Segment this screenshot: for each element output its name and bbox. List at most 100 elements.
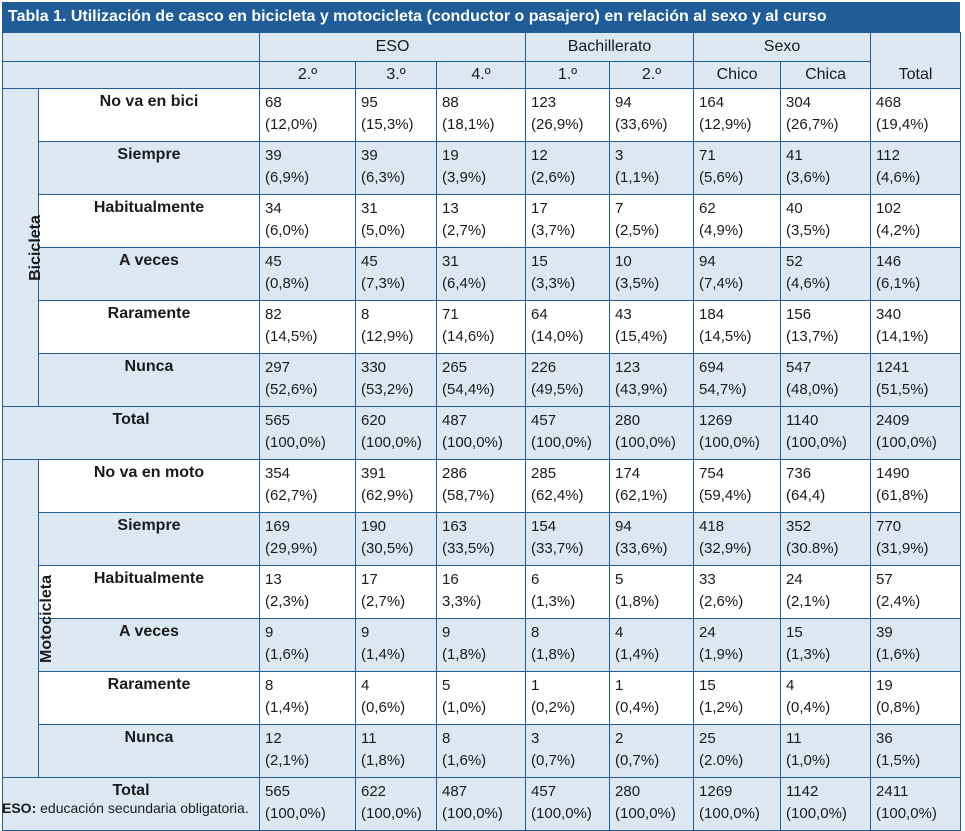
data-cell: 8 (12,9%) (355, 300, 437, 354)
cell-count: 391 (361, 465, 387, 482)
cell-percent: (64,4) (786, 487, 826, 504)
cell-count: 13 (442, 200, 459, 217)
total-cell: 340 (14,1%) (870, 300, 962, 354)
cell-percent: (100,0%) (615, 434, 676, 451)
cell-percent: 3,3%) (442, 593, 482, 610)
cell-count: 15 (531, 253, 548, 270)
footnote-text: educación secundaria obligatoria. (36, 800, 249, 816)
data-cell: 4 (0,4%) (780, 671, 872, 725)
cell-count: 226 (531, 359, 557, 376)
data-cell: 45 (0,8%) (259, 247, 356, 301)
cell-count: 17 (531, 200, 548, 217)
cell-percent: (4,6%) (876, 169, 921, 186)
cell-percent: (1,8%) (442, 646, 487, 663)
cell-count: 565 (265, 783, 291, 800)
data-cell: 13 (2,7%) (435, 194, 527, 248)
data-cell: 8 (1,6%) (435, 724, 527, 778)
cell-percent: (1,1%) (615, 169, 660, 186)
row-label: Siempre (38, 141, 260, 195)
header-col-eso-4: 4.º (435, 61, 527, 89)
data-cell: 24 (1,9%) (693, 618, 782, 672)
data-cell: 265 (54,4%) (435, 353, 527, 407)
data-cell: 1140 (100,0%) (780, 406, 872, 460)
header-col-bach-1: 1.º (525, 61, 611, 89)
data-cell: 12 (2,1%) (259, 724, 356, 778)
data-cell: 457 (100,0%) (525, 406, 611, 460)
table-row: Raramente 82 (14,5%) 8 (12,9%) 71 (14,6%) 64 (14… (3, 300, 962, 354)
header-col-eso-3: 3.º (355, 61, 437, 89)
header-sexo: Sexo (693, 32, 872, 62)
cell-percent: (1,0%) (442, 699, 487, 716)
cell-percent: (53,2%) (361, 381, 414, 398)
footnote: ESO: educación secundaria obligatoria. (2, 800, 249, 816)
data-cell: 16 3,3%) (435, 565, 527, 619)
cell-count: 40 (786, 200, 803, 217)
cell-count: 340 (876, 306, 902, 323)
data-cell: 34 (6,0%) (259, 194, 356, 248)
cell-percent: (14,0%) (531, 328, 584, 345)
header-col-eso-2: 2.º (259, 61, 356, 89)
row-label: Nunca (38, 724, 260, 778)
cell-percent: (62,7%) (265, 487, 318, 504)
cell-percent: (15,4%) (615, 328, 668, 345)
cell-percent: (5,6%) (699, 169, 744, 186)
data-cell: 43 (15,4%) (609, 300, 695, 354)
cell-count: 4 (361, 677, 370, 694)
cell-count: 11 (361, 730, 377, 747)
cell-count: 94 (699, 253, 716, 270)
cell-percent: (1,9%) (699, 646, 744, 663)
cell-percent: (100,0%) (442, 805, 503, 822)
row-label: No va en moto (38, 459, 260, 513)
cell-percent: (100,0%) (699, 434, 760, 451)
cell-percent: (0,2%) (531, 699, 576, 716)
cell-percent: 54,7%) (699, 381, 747, 398)
cell-percent: (62,9%) (361, 487, 414, 504)
cell-percent: (12,0%) (265, 116, 318, 133)
cell-percent: (1,8%) (615, 593, 660, 610)
cell-percent: (2,1%) (786, 593, 831, 610)
cell-count: 10 (615, 253, 632, 270)
data-cell: 330 (53,2%) (355, 353, 437, 407)
cell-count: 156 (786, 306, 812, 323)
cell-count: 39 (361, 147, 378, 164)
total-cell: 36 (1,5%) (870, 724, 962, 778)
cell-percent: (13,7%) (786, 328, 839, 345)
data-cell: 2 (0,7%) (609, 724, 695, 778)
data-cell: 154 (33,7%) (525, 512, 611, 566)
data-cell: 9 (1,4%) (355, 618, 437, 672)
cell-count: 286 (442, 465, 468, 482)
data-cell: 3 (1,1%) (609, 141, 695, 195)
cell-percent: (100,0%) (786, 434, 847, 451)
data-cell: 15 (1,3%) (780, 618, 872, 672)
data-cell: 3 (0,7%) (525, 724, 611, 778)
total-cell: 102 (4,2%) (870, 194, 962, 248)
cell-count: 285 (531, 465, 557, 482)
cell-count: 4 (615, 624, 624, 641)
cell-percent: (2,5%) (615, 222, 660, 239)
data-cell: 352 (30.8%) (780, 512, 872, 566)
cell-count: 24 (699, 624, 716, 641)
data-cell: 10 (3,5%) (609, 247, 695, 301)
cell-percent: (26,7%) (786, 116, 839, 133)
cell-percent: (5,0%) (361, 222, 406, 239)
cell-percent: (62,4%) (531, 487, 584, 504)
data-cell: 9 (1,8%) (435, 618, 527, 672)
cell-percent: (100,0%) (442, 434, 503, 451)
cell-count: 7 (615, 200, 624, 217)
data-cell: 190 (30,5%) (355, 512, 437, 566)
cell-percent: (100,0%) (876, 805, 937, 822)
cell-percent: (52,6%) (265, 381, 318, 398)
data-cell: 226 (49,5%) (525, 353, 611, 407)
cell-percent: (58,7%) (442, 487, 495, 504)
cell-count: 184 (699, 306, 725, 323)
cell-count: 3 (531, 730, 540, 747)
row-label: Raramente (38, 300, 260, 354)
data-cell: 304 (26,7%) (780, 88, 872, 142)
row-label: Siempre (38, 512, 260, 566)
data-cell: 31 (6,4%) (435, 247, 527, 301)
cell-percent: (2,6%) (531, 169, 576, 186)
data-cell: 52 (4,6%) (780, 247, 872, 301)
table-row: Raramente 8 (1,4%) 4 (0,6%) 5 (1,0%) 1 (0,2%) 1 (0… (3, 671, 962, 725)
data-cell: 5 (1,8%) (609, 565, 695, 619)
data-cell: 25 (2.0%) (693, 724, 782, 778)
